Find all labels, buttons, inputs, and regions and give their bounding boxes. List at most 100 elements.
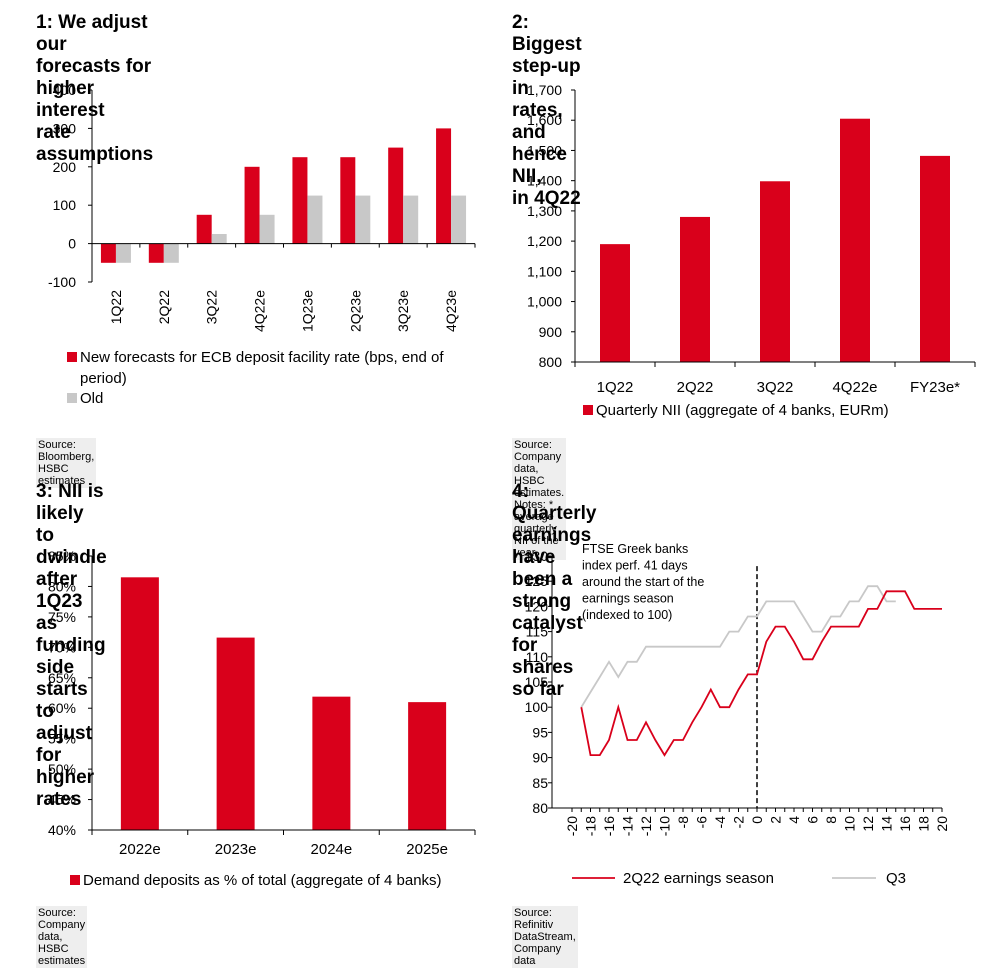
legend-label-2q22: 2Q22 earnings season [623, 870, 774, 887]
chart-title-3-line-2: side starts to adjust for higher rates [36, 657, 95, 810]
legend-label-nii: Quarterly NII (aggregate of 4 banks, EUR… [596, 402, 889, 419]
y-tick-label: 65% [48, 670, 76, 686]
y-tick-label: 85 [532, 775, 548, 791]
y-tick-label: 115 [526, 624, 549, 640]
line-q3 [580, 585, 896, 708]
bar-old [355, 195, 371, 244]
chart-title-2-line-1: 2: Biggest step-up in rates, and hence N… [512, 12, 582, 187]
legend-swatch-new [67, 352, 77, 362]
y-tick-label: -100 [48, 274, 76, 290]
x-tick-label: 8 [823, 816, 839, 824]
chart-3: 85% 80% 75% 70% 65% 60% 55% 50% 45% 40% 2022e 2023e… [48, 548, 476, 889]
x-tick-label: -10 [657, 816, 673, 836]
bar-old [451, 195, 467, 244]
y-tick-label: 80 [532, 800, 548, 816]
y-tick-label: 105 [525, 674, 549, 690]
x-tick-label: -20 [564, 816, 580, 836]
line-2q22 [580, 590, 942, 757]
x-tick-label: 4Q22e [252, 290, 268, 332]
bar-new [436, 128, 452, 244]
x-tick-label: 4Q23e [443, 290, 459, 332]
legend-label-deposits: Demand deposits as % of total (aggregate… [83, 872, 442, 889]
bar-demand-deposits [408, 702, 447, 830]
legend-label-q3: Q3 [886, 870, 906, 887]
bar-new [244, 166, 260, 244]
legend-label-old: Old [80, 390, 103, 407]
x-tick-label: -6 [694, 816, 710, 829]
x-tick-label: 14 [879, 816, 895, 832]
y-tick-label: 55% [48, 731, 76, 747]
annotation-text: earnings season [582, 592, 674, 606]
x-tick-label: 20 [934, 816, 950, 832]
x-tick-label: 3Q22 [204, 290, 220, 324]
x-tick-label: 2023e [215, 841, 257, 858]
y-tick-label: 1,300 [527, 203, 562, 219]
annotation-text: (indexed to 100) [582, 608, 672, 622]
y-tick-label: 100 [53, 197, 77, 213]
bar-nii [920, 155, 950, 362]
x-tick-label: 1Q22 [597, 379, 634, 396]
x-tick-label: 1Q23e [299, 290, 315, 332]
x-tick-label: 1Q22 [108, 290, 124, 324]
x-tick-label: 12 [860, 816, 876, 832]
y-tick-label: 1,400 [527, 173, 562, 189]
annotation-text: FTSE Greek banks [582, 542, 688, 556]
x-tick-label: -4 [712, 816, 728, 829]
y-tick-label: 1,100 [527, 263, 562, 279]
x-tick-label: FY23e* [910, 379, 960, 396]
y-tick-label: 100 [525, 699, 549, 715]
source-note-1: Source: Bloomberg, HSBC estimates [36, 438, 97, 488]
x-tick-label: 2 [768, 816, 784, 824]
source-note-3: Source: Company data, HSBC estimates [36, 906, 88, 968]
bar-new [388, 147, 404, 244]
bar-new [292, 157, 308, 244]
chart-title-4: 4: Quarterly earnings have been a strong… [512, 481, 596, 701]
annotation-text: around the start of the [582, 575, 704, 589]
x-tick-label: 2025e [406, 841, 448, 858]
bar-nii [760, 181, 790, 362]
annotation-text: index perf. 41 days [582, 559, 688, 573]
source-note-4: Source: Refinitiv DataStream, Company da… [512, 906, 578, 968]
bar-old [259, 214, 275, 244]
bar-demand-deposits [120, 577, 159, 830]
chart-title-2-line-2: in 4Q22 [512, 188, 581, 209]
x-tick-label: -16 [601, 816, 617, 836]
chart-title-1-line-2: rate assumptions [36, 122, 154, 165]
bar-new [148, 243, 164, 263]
bar-old [115, 243, 131, 263]
x-tick-label: 18 [916, 816, 932, 832]
bar-demand-deposits [312, 696, 351, 830]
bar-old [307, 195, 323, 244]
x-tick-label: 10 [842, 816, 858, 832]
y-tick-label: 95 [532, 724, 548, 740]
y-tick-label: 80% [48, 578, 76, 594]
chart-title-1-line-1: 1: We adjust our forecasts for higher in… [36, 12, 152, 121]
y-tick-label: 125 [525, 573, 549, 589]
y-tick-label: 0 [68, 236, 76, 252]
x-tick-label: -14 [620, 816, 636, 836]
x-tick-label: 2022e [119, 841, 161, 858]
legend-swatch-old [67, 393, 77, 403]
bar-new [340, 157, 356, 244]
x-tick-label: 6 [805, 816, 821, 824]
y-tick-label: 1,200 [527, 233, 562, 249]
x-tick-label: 2024e [311, 841, 353, 858]
x-tick-label: 2Q23e [347, 290, 363, 332]
chart-title-2: 2: Biggest step-up in rates, and hence N… [512, 12, 582, 210]
chart-2: 1,700 1,600 1,500 1,400 1,300 1,200 1,100 1,000… [527, 82, 976, 419]
legend-swatch-nii [583, 405, 593, 415]
bar-new [196, 214, 212, 244]
y-tick-label: 400 [53, 82, 77, 98]
y-tick-label: 800 [539, 354, 563, 370]
x-tick-label: 2Q22 [677, 379, 714, 396]
bar-old [211, 234, 227, 244]
y-tick-label: 70% [48, 639, 76, 655]
y-tick-label: 1,500 [527, 142, 562, 158]
y-tick-label: 1,700 [527, 82, 562, 98]
y-tick-label: 1,000 [527, 294, 562, 310]
x-tick-label: 2Q22 [156, 290, 172, 324]
chart-title-4-line-2: catalyst for shares so far [512, 613, 583, 700]
x-tick-label: -2 [731, 816, 747, 829]
y-tick-label: 1,600 [527, 112, 562, 128]
